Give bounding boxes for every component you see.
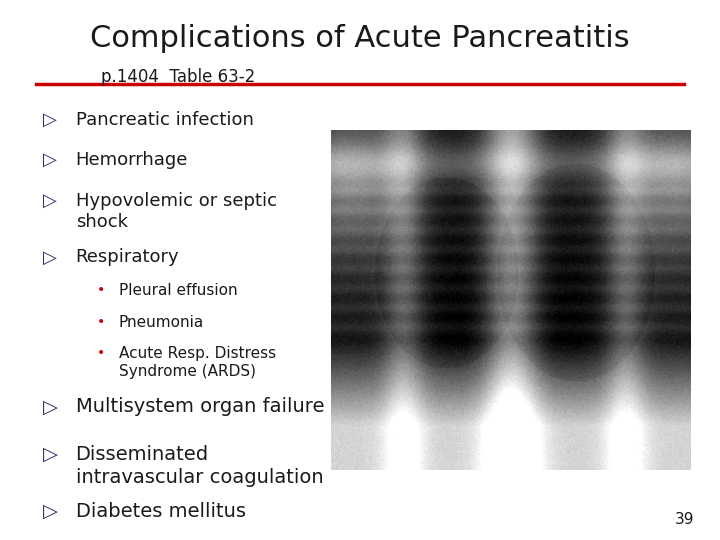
Text: ▷: ▷ bbox=[43, 397, 58, 416]
Text: Disseminated
intravascular coagulation: Disseminated intravascular coagulation bbox=[76, 445, 323, 487]
Text: Pleural effusion: Pleural effusion bbox=[119, 284, 238, 299]
Text: Pneumonia: Pneumonia bbox=[119, 315, 204, 330]
Text: •: • bbox=[97, 315, 105, 329]
Text: Multisystem organ failure: Multisystem organ failure bbox=[76, 397, 324, 416]
Text: Acute Resp. Distress
Syndrome (ARDS): Acute Resp. Distress Syndrome (ARDS) bbox=[119, 346, 276, 379]
Text: •: • bbox=[97, 284, 105, 298]
Text: Respiratory: Respiratory bbox=[76, 248, 179, 266]
Text: Complications of Acute Pancreatitis: Complications of Acute Pancreatitis bbox=[90, 24, 630, 53]
Text: ▷: ▷ bbox=[43, 502, 58, 521]
Text: 39: 39 bbox=[675, 511, 695, 526]
Text: Hemorrhage: Hemorrhage bbox=[76, 151, 188, 169]
Text: Diabetes mellitus: Diabetes mellitus bbox=[76, 502, 246, 521]
Text: ▷: ▷ bbox=[43, 445, 58, 464]
Text: ▷: ▷ bbox=[43, 248, 57, 266]
Text: Pancreatic infection: Pancreatic infection bbox=[76, 111, 253, 129]
Text: ▷: ▷ bbox=[43, 111, 57, 129]
Text: ▷: ▷ bbox=[43, 151, 57, 169]
Text: p.1404  Table 63-2: p.1404 Table 63-2 bbox=[101, 68, 255, 85]
Text: •: • bbox=[97, 346, 105, 360]
Text: Hypovolemic or septic
shock: Hypovolemic or septic shock bbox=[76, 192, 276, 231]
Text: ▷: ▷ bbox=[43, 192, 57, 210]
